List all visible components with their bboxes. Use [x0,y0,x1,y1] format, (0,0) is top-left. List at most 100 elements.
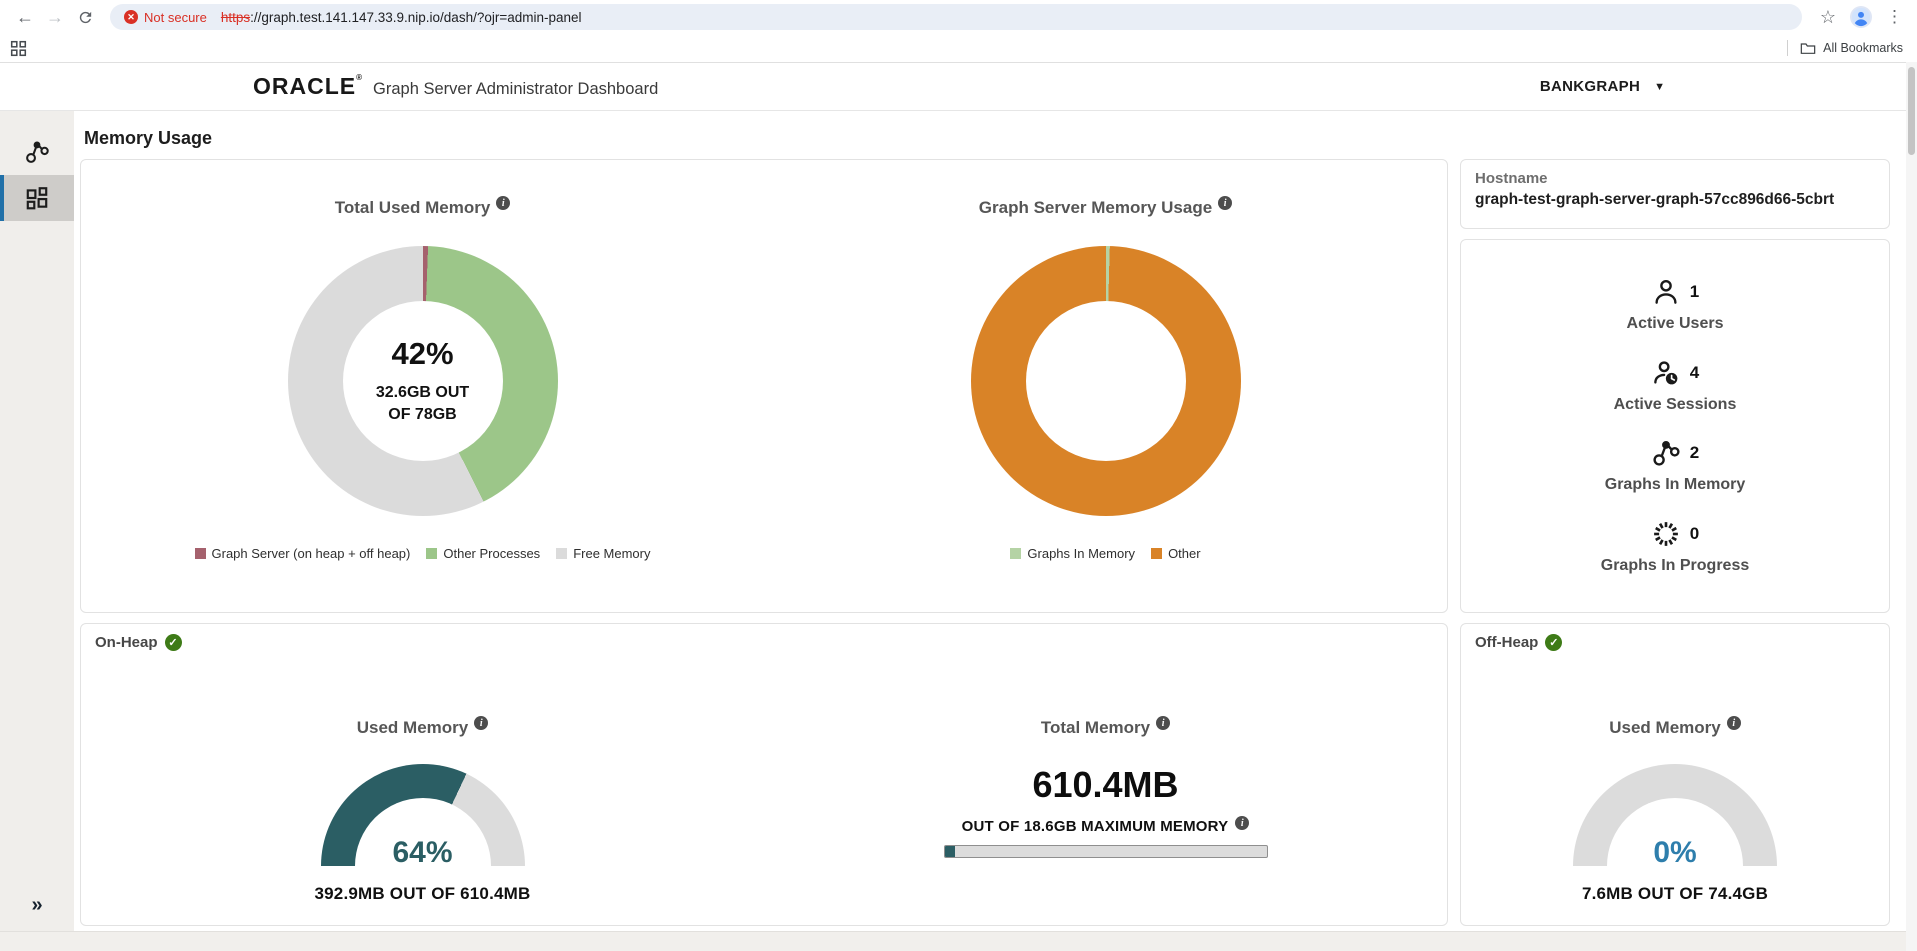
bookmarks-bar: All Bookmarks [0,34,1917,63]
graph-server-memory-donut [970,246,1241,516]
gauge-caption: 7.6MB OUT OF 74.4GB [1581,884,1769,903]
stat-active-sessions: 4 Active Sessions [1613,358,1737,414]
chart-legend: Graphs In Memory Other [1010,546,1201,561]
gauge-caption: 392.9MB OUT OF 610.4MB [314,884,531,903]
gauge-value: 64% [392,836,453,866]
stat-value: 4 [1689,362,1700,382]
chart-title: Total Used Memory i [334,196,511,218]
legend-item[interactable]: Free Memory [556,546,650,561]
stat-label: Active Users [1626,314,1724,332]
chart-title-text: Graph Server Memory Usage [978,198,1213,217]
all-bookmarks-label: All Bookmarks [1823,41,1903,55]
off-heap-gauge: 0% [1573,764,1777,866]
apps-grid-icon[interactable] [10,40,27,57]
memory-usage-card: Total Used Memory i 42% 32.6GB OUT OF 78… [80,159,1448,613]
info-icon[interactable]: i [1726,716,1741,730]
check-icon: ✓ [1545,634,1563,651]
sidebar-expand-button[interactable]: » [0,894,74,917]
chart-title: Graph Server Memory Usage i [978,196,1233,218]
all-bookmarks-button[interactable]: All Bookmarks [1800,41,1903,55]
content: Memory Usage Total Used Memory i 42% [74,111,1917,931]
max-memory-caption: OUT OF 18.6GB MAXIMUM MEMORY i [962,816,1250,835]
legend-swatch [1151,548,1163,559]
bookmarks-divider [1787,40,1789,56]
info-icon[interactable]: i [1156,716,1171,730]
toolbar-actions: ☆ ⋮ [1820,6,1903,28]
url-bar[interactable]: ✕ Not secure https://graph.test.141.147.… [110,4,1802,30]
legend-label: Graphs In Memory [1027,546,1136,561]
brand: ORACLE® Graph Server Administrator Dashb… [253,73,658,100]
legend-item[interactable]: Other Processes [426,546,540,561]
browser-toolbar: ← → ✕ Not secure https://graph.test.141.… [0,0,1917,34]
folder-icon [1800,43,1816,54]
off-heap-header: Off-Heap ✓ [1475,634,1563,651]
sidebar-item-graphs[interactable] [0,129,74,175]
app-header: ORACLE® Graph Server Administrator Dashb… [0,63,1917,111]
stat-graphs-in-progress: 0 Graphs In Progress [1600,519,1750,575]
info-icon[interactable]: i [474,716,489,730]
total-memory-value: 610.4MB [1032,764,1179,805]
back-icon[interactable]: ← [16,6,34,27]
graph-selector-dropdown[interactable]: BANKGRAPH ▼ [1540,78,1665,95]
chart-title-text: Used Memory [356,718,469,737]
chart-title-text: Used Memory [1609,718,1721,737]
legend-label: Free Memory [573,546,651,561]
total-memory-progress-fill [944,846,956,857]
url-rest: ://graph.test.141.147.33.9.nip.io/dash/?… [250,9,582,25]
chart-title-text: Total Used Memory [334,198,491,217]
bookmark-star-icon[interactable]: ☆ [1819,6,1836,27]
chevron-down-icon: ▼ [1654,80,1665,93]
scrollbar[interactable] [1906,62,1917,951]
graph-icon [1653,441,1680,466]
menu-kebab-icon[interactable]: ⋮ [1886,7,1903,26]
off-heap-title: Off-Heap [1475,634,1539,651]
stat-graphs-in-memory: 2 Graphs In Memory [1605,438,1745,494]
scrollbar-thumb[interactable] [1908,67,1915,155]
legend-item[interactable]: Graph Server (on heap + off heap) [194,546,410,561]
url-text: https://graph.test.141.147.33.9.nip.io/d… [221,10,582,25]
avatar-icon [1851,7,1871,27]
user-clock-icon [1653,360,1678,384]
forward-icon[interactable]: → [46,6,64,27]
section-heading: Memory Usage [84,128,213,148]
stat-label: Active Sessions [1613,395,1737,413]
chart-legend: Graph Server (on heap + off heap) Other P… [194,546,650,561]
legend-swatch [1010,548,1022,559]
stat-value: 1 [1689,281,1700,301]
legend-label: Other Processes [443,546,541,561]
refresh-icon[interactable] [70,3,100,31]
legend-item[interactable]: Graphs In Memory [1010,546,1135,561]
on-heap-used-memory: Used Memory i 64% 392.9MB OUT OF 610.4MB [81,680,764,925]
on-heap-card: On-Heap ✓ Used Memory i 64 [80,623,1448,926]
oracle-logo: ORACLE® [253,73,364,99]
total-used-memory-chart: Total Used Memory i 42% 32.6GB OUT OF 78… [81,160,764,612]
legend-swatch [426,548,438,559]
top-row: Total Used Memory i 42% 32.6GB OUT OF 78… [80,159,1890,613]
donut-hole: 42% 32.6GB OUT OF 78GB [342,301,503,461]
info-icon[interactable]: i [496,196,511,210]
profile-avatar[interactable] [1850,6,1872,28]
double-chevron-icon: » [31,894,43,916]
donut-hole [1025,301,1186,461]
stat-value: 0 [1689,524,1700,544]
legend-swatch [194,548,206,559]
main-area: » Memory Usage Total Used Memory i 42% [0,111,1917,931]
info-icon[interactable]: i [1218,196,1233,210]
legend-item[interactable]: Other [1151,546,1201,561]
legend-label: Other [1168,546,1201,561]
total-used-memory-donut: 42% 32.6GB OUT OF 78GB [287,246,558,516]
security-badge[interactable]: ✕ Not secure [124,10,207,25]
stat-label: Graphs In Progress [1600,557,1750,575]
sidebar-item-dashboard[interactable] [0,175,74,221]
on-heap-total-memory: Total Memory i 610.4MB OUT OF 18.6GB MAX… [764,680,1447,925]
donut-percent: 42% [391,336,454,372]
chart-title-text: Total Memory [1040,718,1151,737]
stats-card: 1 Active Users [1460,239,1890,613]
off-heap-card: Off-Heap ✓ Used Memory i 0 [1460,623,1890,926]
info-icon[interactable]: i [1235,816,1250,830]
spinner-icon [1653,522,1678,547]
total-memory-progress-track [943,845,1268,858]
graph-selector-value: BANKGRAPH [1539,78,1641,95]
refresh-icon [79,11,91,23]
stat-active-users: 1 Active Users [1626,277,1724,333]
